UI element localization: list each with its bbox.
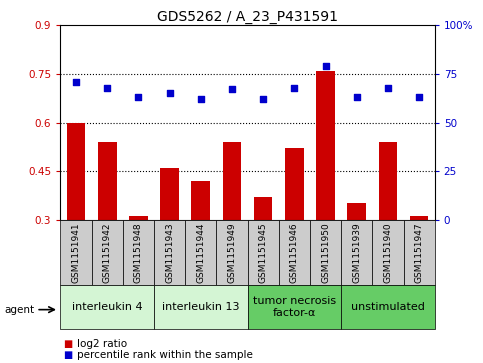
Text: GSM1151944: GSM1151944 bbox=[196, 222, 205, 282]
Text: GSM1151942: GSM1151942 bbox=[103, 222, 112, 282]
Text: unstimulated: unstimulated bbox=[351, 302, 425, 312]
Bar bbox=[60, 285, 154, 329]
Bar bbox=[216, 220, 248, 285]
Point bbox=[322, 63, 329, 69]
Bar bbox=[316, 71, 335, 317]
Bar bbox=[154, 285, 248, 329]
Bar bbox=[341, 285, 435, 329]
Bar bbox=[154, 220, 185, 285]
Text: GSM1151939: GSM1151939 bbox=[352, 222, 361, 283]
Point bbox=[134, 94, 142, 100]
Bar bbox=[310, 220, 341, 285]
Point bbox=[415, 94, 423, 100]
Bar bbox=[403, 220, 435, 285]
Point bbox=[103, 85, 111, 90]
Bar bbox=[92, 220, 123, 285]
Point bbox=[259, 96, 267, 102]
Bar bbox=[160, 168, 179, 317]
Bar bbox=[191, 181, 210, 317]
Text: GSM1151948: GSM1151948 bbox=[134, 222, 143, 283]
Text: percentile rank within the sample: percentile rank within the sample bbox=[77, 350, 253, 360]
Bar bbox=[98, 142, 116, 317]
Point bbox=[290, 85, 298, 90]
Bar bbox=[279, 220, 310, 285]
Text: GSM1151946: GSM1151946 bbox=[290, 222, 299, 283]
Bar bbox=[123, 220, 154, 285]
Text: interleukin 4: interleukin 4 bbox=[72, 302, 142, 312]
Text: GSM1151950: GSM1151950 bbox=[321, 222, 330, 283]
Bar bbox=[341, 220, 372, 285]
Point bbox=[228, 87, 236, 93]
Text: tumor necrosis
factor-α: tumor necrosis factor-α bbox=[253, 296, 336, 318]
Bar bbox=[129, 216, 148, 317]
Bar bbox=[372, 220, 403, 285]
Text: GSM1151949: GSM1151949 bbox=[227, 222, 237, 283]
Bar bbox=[347, 203, 366, 317]
Point bbox=[166, 90, 173, 96]
Bar bbox=[60, 220, 92, 285]
Bar bbox=[247, 285, 341, 329]
Bar bbox=[67, 122, 85, 317]
Text: GSM1151947: GSM1151947 bbox=[414, 222, 424, 283]
Bar bbox=[185, 220, 216, 285]
Text: GSM1151945: GSM1151945 bbox=[258, 222, 268, 283]
Text: log2 ratio: log2 ratio bbox=[77, 339, 128, 349]
Title: GDS5262 / A_23_P431591: GDS5262 / A_23_P431591 bbox=[157, 11, 338, 24]
Point bbox=[384, 85, 392, 90]
Text: ■: ■ bbox=[63, 339, 72, 349]
Text: GSM1151943: GSM1151943 bbox=[165, 222, 174, 283]
Text: ■: ■ bbox=[63, 350, 72, 360]
Bar bbox=[254, 197, 272, 317]
Bar bbox=[379, 142, 397, 317]
Text: agent: agent bbox=[5, 305, 35, 315]
Text: GSM1151941: GSM1151941 bbox=[71, 222, 81, 283]
Point bbox=[353, 94, 361, 100]
Bar bbox=[285, 148, 304, 317]
Text: interleukin 13: interleukin 13 bbox=[162, 302, 240, 312]
Point bbox=[197, 96, 205, 102]
Text: GSM1151940: GSM1151940 bbox=[384, 222, 392, 283]
Point bbox=[72, 79, 80, 85]
Bar bbox=[247, 220, 279, 285]
Bar bbox=[410, 216, 428, 317]
Bar bbox=[223, 142, 242, 317]
